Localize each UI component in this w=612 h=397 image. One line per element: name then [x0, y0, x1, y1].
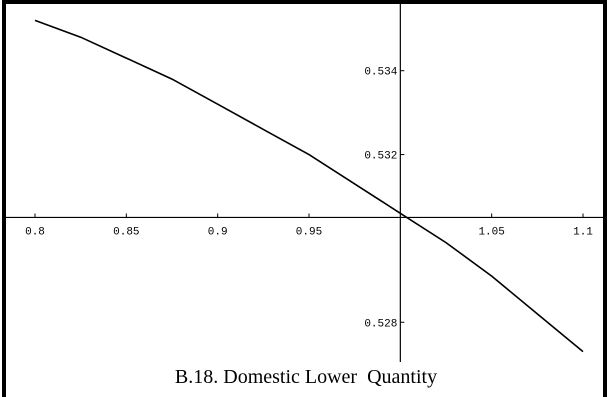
ticks: 0.8 0.85 0.9 0.95 1.05 1.1 0.534 0.532 0.528 [25, 67, 593, 331]
axes [6, 4, 603, 362]
y-tick-label: 0.532 [364, 151, 397, 163]
series-group [34, 19, 584, 353]
x-tick-label: 0.95 [296, 226, 322, 238]
y-tick-label: 0.534 [364, 67, 397, 79]
x-tick-label: 0.85 [113, 226, 139, 238]
frame-left-border [2, 0, 6, 397]
x-tick-label: 1.05 [478, 226, 504, 238]
x-tick-label: 0.9 [208, 226, 228, 238]
series-line [34, 19, 584, 353]
x-tick-label: 0.8 [25, 226, 45, 238]
y-tick-label: 0.528 [364, 318, 397, 330]
frame-top-border [2, 0, 607, 4]
frame-right-border [603, 0, 607, 397]
figure-caption: B.18. Domestic Lower Quantity [174, 366, 438, 388]
x-tick-label: 1.1 [573, 226, 593, 238]
